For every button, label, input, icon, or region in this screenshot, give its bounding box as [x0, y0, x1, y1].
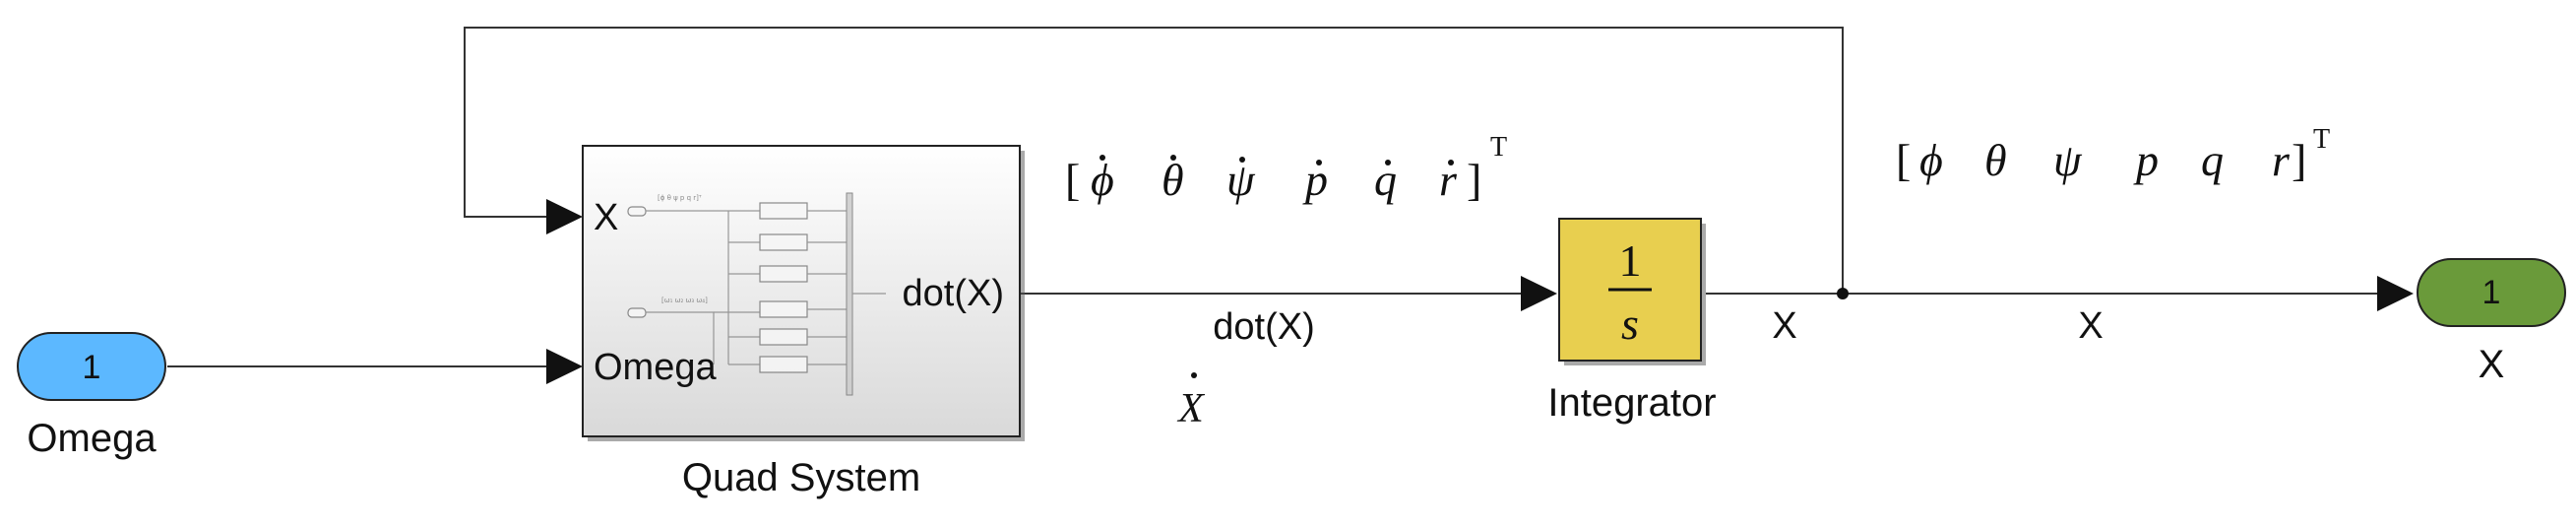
signal-dotx-label: dot(X) — [1213, 306, 1314, 348]
signal-dotx-math-symbol: X — [1176, 386, 1206, 431]
sym-theta: θ — [1984, 135, 2007, 185]
sym-r-dot: r — [1439, 155, 1458, 205]
sym-r: r — [2272, 135, 2291, 185]
sym-psi: ψ — [2053, 135, 2083, 185]
annotation-state-derivative: [ ϕ θ ψ p q r ] T — [1065, 132, 1507, 205]
dot-accent — [1100, 155, 1105, 161]
sym-phi: ϕ — [1919, 135, 1943, 185]
signal-x-label-2: X — [2078, 305, 2103, 347]
signal-dotx-math: X — [1176, 372, 1206, 431]
sym-phi-dot: ϕ — [1091, 155, 1114, 205]
integrator-numerator: 1 — [1619, 235, 1642, 286]
x-outport[interactable]: 1 X — [2417, 258, 2566, 386]
quad-system-block[interactable]: [ϕ θ ψ p q r]ᵀ [ω₁ ω₂ ω₃ ω₄] — [582, 145, 1025, 499]
inport-label: Omega — [27, 417, 157, 460]
dot-accent — [1448, 160, 1454, 165]
sym-psi-dot: ψ — [1226, 155, 1256, 205]
integrator-label: Integrator — [1547, 381, 1716, 425]
subsystem-body[interactable] — [582, 145, 1021, 437]
dot-accent — [1191, 372, 1197, 378]
sym-theta-dot: θ — [1162, 155, 1184, 205]
annotation-state: [ ϕ θ ψ p q r ] T — [1896, 124, 2330, 185]
bracket-close: ] — [2292, 135, 2306, 185]
svg-text:[ϕ θ ψ p q r]ᵀ: [ϕ θ ψ p q r]ᵀ — [658, 194, 702, 202]
arrow-feedback — [546, 199, 583, 234]
dot-accent — [1239, 157, 1245, 163]
subsystem-label: Quad System — [682, 456, 920, 499]
sym-q-dot: q — [1374, 155, 1397, 205]
superscript-t: T — [2313, 124, 2330, 155]
wires — [167, 27, 2414, 384]
arrow-x-out — [2377, 276, 2414, 311]
svg-text:[ω₁ ω₂ ω₃ ω₄]: [ω₁ ω₂ ω₃ ω₄] — [661, 297, 708, 304]
superscript-t: T — [1490, 132, 1507, 163]
outport-label: X — [2479, 343, 2505, 386]
sym-p: p — [2133, 135, 2159, 185]
outport-number: 1 — [2482, 274, 2501, 311]
wire-feedback[interactable] — [464, 27, 1844, 294]
dot-accent — [1170, 155, 1176, 161]
bracket-open: [ — [1896, 135, 1911, 185]
outport-shape[interactable] — [2417, 258, 2566, 327]
integrator-denominator: s — [1621, 298, 1639, 349]
branch-point — [1837, 288, 1849, 299]
bracket-open: [ — [1065, 155, 1080, 205]
subsystem-preview: [ϕ θ ψ p q r]ᵀ [ω₁ ω₂ ω₃ ω₄] — [627, 192, 886, 396]
inport-shape[interactable] — [17, 332, 166, 401]
omega-inport[interactable]: 1 Omega — [17, 332, 166, 460]
signal-x-label-1: X — [1772, 305, 1796, 347]
sym-p-dot: p — [1302, 155, 1328, 205]
integrator-block[interactable]: 1 s Integrator — [1547, 218, 1717, 425]
sym-q: q — [2201, 135, 2224, 185]
port-x-label: X — [594, 197, 618, 238]
port-out-label: dot(X) — [903, 273, 1004, 314]
inport-number: 1 — [83, 349, 101, 386]
bracket-close: ] — [1467, 155, 1481, 205]
port-omega-label: Omega — [594, 347, 717, 388]
arrow-dotx — [1521, 276, 1557, 311]
arrow-omega — [546, 349, 583, 384]
dot-accent — [1385, 160, 1391, 165]
dot-accent — [1316, 160, 1322, 165]
